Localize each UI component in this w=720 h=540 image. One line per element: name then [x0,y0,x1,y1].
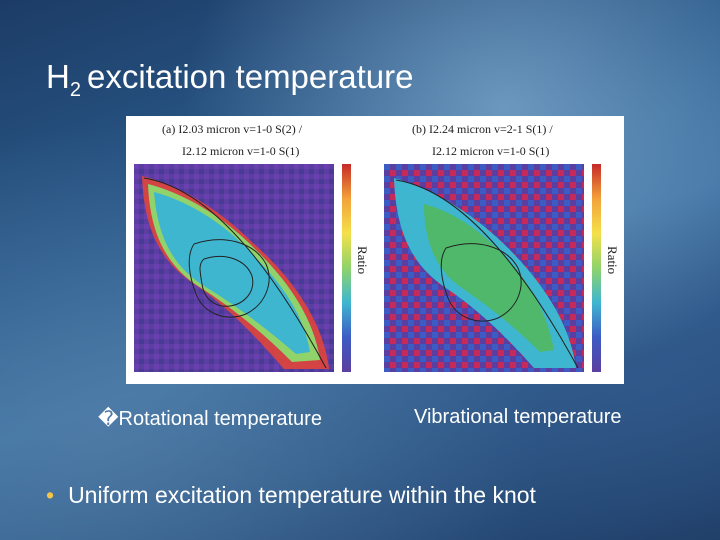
panel-b-ratio-map [384,164,584,372]
panel-a-label-bottom: I2.12 micron v=1-0 S(1) [182,144,300,158]
ratio-maps-figure: (a) I2.03 micron v=1-0 S(2) / I2.12 micr… [126,116,624,384]
panel-a-colorbar-label: Ratio [355,246,370,275]
bullet-item: • Uniform excitation temperature within t… [46,482,536,509]
panel-a-ratio-map [134,164,334,372]
slide-title: H2 excitation temperature [46,58,413,102]
panel-b-label-top: (b) I2.24 micron v=2-1 S(1) / [412,122,553,136]
panel-a-colorbar [342,164,351,372]
caption-rotational: �Rotational temperature [98,408,322,430]
panel-b-colorbar [592,164,601,372]
panel-b-colorbar-label: Ratio [605,246,620,275]
bullet-text: Uniform excitation temperature within th… [68,482,536,508]
panel-b-label-bottom: I2.12 micron v=1-0 S(1) [432,144,550,158]
bullet-dot-icon: • [46,482,55,508]
title-subscript: 2 [69,79,81,101]
title-rest: excitation temperature [86,58,414,95]
caption-vibrational: Vibrational temperature [414,406,622,428]
panel-a-label-top: (a) I2.03 micron v=1-0 S(2) / [162,122,303,136]
title-h: H [46,58,70,95]
